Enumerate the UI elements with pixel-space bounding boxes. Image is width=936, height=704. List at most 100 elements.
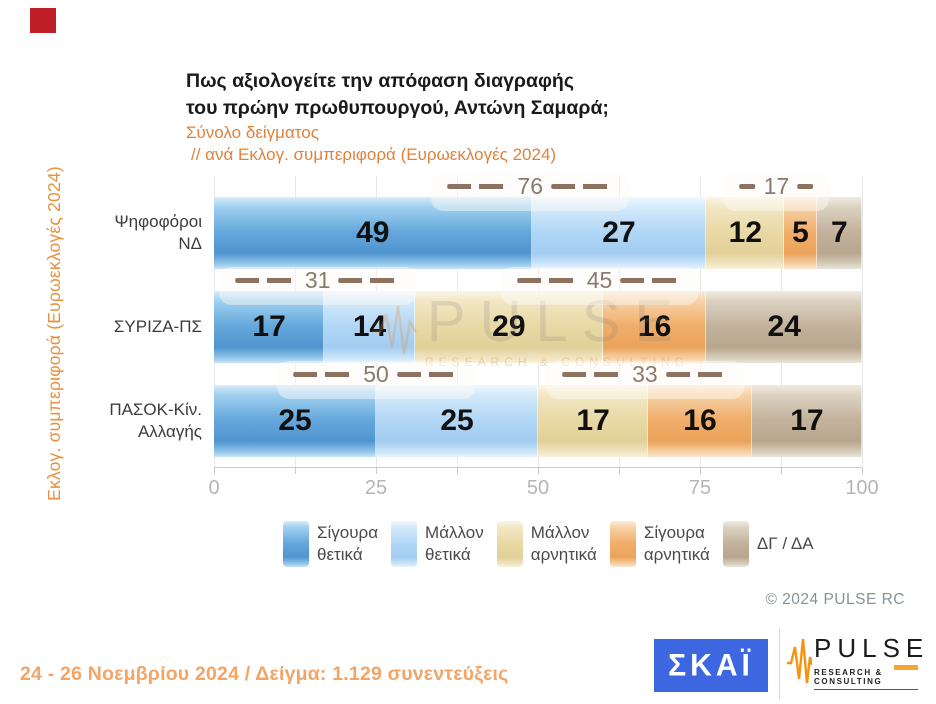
bar-value-label: 5 [792,216,809,249]
legend-swatch [609,521,636,567]
pulse-logo-subtext: RESEARCH & CONSULTING [814,668,918,690]
bar-segment[interactable]: 25 [214,385,376,457]
legend-swatch [496,521,523,567]
bar-value-label: 29 [492,310,526,343]
bar-segment[interactable]: 17 [214,291,325,363]
bracket-dash-right [797,183,814,189]
bar-segment[interactable]: 14 [324,291,415,363]
category-label: ΣΥΡΙΖΑ-ΠΣ [0,291,202,363]
x-axis: 0 25 50 75 100 [208,467,879,504]
bar-segment[interactable]: 25 [376,385,538,457]
legend: Σίγουρα θετικά Μάλλον θετικά Μάλλον αρνητικά Σ… [283,521,814,567]
category-label-line: ΣΥΡΙΖΑ-ΠΣ [113,316,202,336]
category-label-line: ΝΔ [178,234,202,253]
axis-tick [781,468,782,474]
bar-value-label: 17 [576,404,610,437]
bracket-value: 31 [304,267,331,293]
bracket-value: 45 [586,267,613,293]
category-label-line: Ψηφοφόροι [114,211,202,231]
legend-swatch [283,521,309,567]
bar-value-label: 27 [602,216,636,249]
legend-item: Μάλλον αρνητικά [496,521,597,567]
bar-value-label: 17 [790,404,824,437]
bar-value-label: 25 [278,404,312,437]
bar-segment[interactable]: 7 [816,197,862,269]
bracket-dash-right [620,277,683,283]
axis-tick [862,468,863,474]
bar-value-label: 49 [356,216,390,249]
red-marker-square [30,8,56,33]
axis-tick-label: 75 [688,477,712,499]
skai-logo: ΣΚΑΪ [654,639,768,692]
sum-bracket: 50 [277,361,475,399]
bar-segment[interactable]: 5 [784,197,817,269]
stacked-bar: 17 14 29 16 24 [214,291,862,363]
stacked-bar: 25 25 17 16 17 [214,385,862,457]
legend-label-line: θετικά [317,545,363,564]
legend-item: Σίγουρα αρνητικά [609,521,710,567]
axis-tick-label: 25 [364,477,388,499]
bar-value-label: 14 [352,310,387,343]
axis-tick [619,468,620,474]
legend-item: ΔΓ / ΔΑ [722,521,814,567]
bar-value-label: 17 [252,310,286,343]
bracket-dash-left [293,371,356,377]
axis-tick [700,468,701,474]
legend-label-line: Μάλλον [425,522,484,542]
legend-item: Σίγουρα θετικά [283,521,378,567]
pulse-logo: PULSE RESEARCH & CONSULTING [787,633,930,690]
title-block: Πως αξιολογείτε την απόφαση διαγραφής το… [186,68,746,166]
bar-segment[interactable]: 29 [414,291,603,363]
bar-segment[interactable]: 17 [751,385,862,457]
axis-tick [214,468,215,474]
bar-segment[interactable]: 16 [648,385,752,457]
bar-segment[interactable]: 27 [531,197,707,269]
chart-title-line1: Πως αξιολογείτε την απόφαση διαγραφής [186,70,574,92]
category-label: Ψηφοφόροι ΝΔ [0,197,202,269]
pulse-logo-accent [894,665,918,670]
bar-value-label: 16 [637,310,672,343]
legend-label-line: Σίγουρα [317,522,379,542]
legend-label: Μάλλον αρνητικά [531,522,597,566]
legend-item: Μάλλον θετικά [391,521,484,567]
pulse-logo-text: PULSE [814,633,930,663]
chart-title-line2: του πρώην πρωθυπουργού, Αντώνη Σαμαρά; [186,96,609,119]
axis-tick-label: 0 [208,477,220,499]
copyright-text: © 2024 PULSE RC [765,591,905,608]
bracket-value: 50 [363,361,389,387]
bar-segment[interactable]: 12 [706,197,785,269]
bracket-dash-right [551,183,614,189]
legend-label: ΔΓ / ΔΑ [757,533,814,555]
bracket-dash-left [562,371,625,377]
category-label: ΠΑΣΟΚ-Κίν. Αλλαγής [0,385,202,457]
bar-segment[interactable]: 24 [706,291,862,363]
chart-plot-area: 49 27 12 5 7 76 17 17 14 29 16 24 31 45 25 25 17 16 17 50 33 [214,173,863,467]
axis-tick [457,468,458,474]
legend-label-line: Σίγουρα [643,522,705,542]
sum-bracket: 17 [723,173,829,211]
axis-tick [295,468,296,474]
gridline [862,176,863,467]
chart-subtitle-line1: Σύνολο δείγματος [186,122,319,142]
bar-value-label: 16 [683,404,717,437]
bar-segment[interactable]: 49 [214,197,532,269]
legend-label-line: θετικά [425,545,471,564]
bracket-dash-left [739,183,756,189]
bracket-dash-right [338,277,401,283]
bar-value-label: 24 [767,310,801,343]
bar-value-label: 7 [830,216,848,249]
legend-label: Σίγουρα αρνητικά [644,522,710,566]
bar-segment[interactable]: 17 [538,385,649,457]
bar-value-label: 25 [440,404,474,437]
chart-row: 25 25 17 16 17 50 33 [214,361,862,457]
bracket-value: 76 [517,173,544,199]
bar-segment[interactable]: 16 [602,291,707,363]
axis-tick-label: 100 [845,477,879,499]
bar-value-label: 12 [728,216,763,249]
sum-bracket: 76 [431,173,629,211]
category-label-line: ΠΑΣΟΚ-Κίν. [109,399,202,419]
legend-label-line: ΔΓ / ΔΑ [756,533,814,553]
bracket-value: 33 [632,361,658,387]
logo-divider [779,629,780,699]
